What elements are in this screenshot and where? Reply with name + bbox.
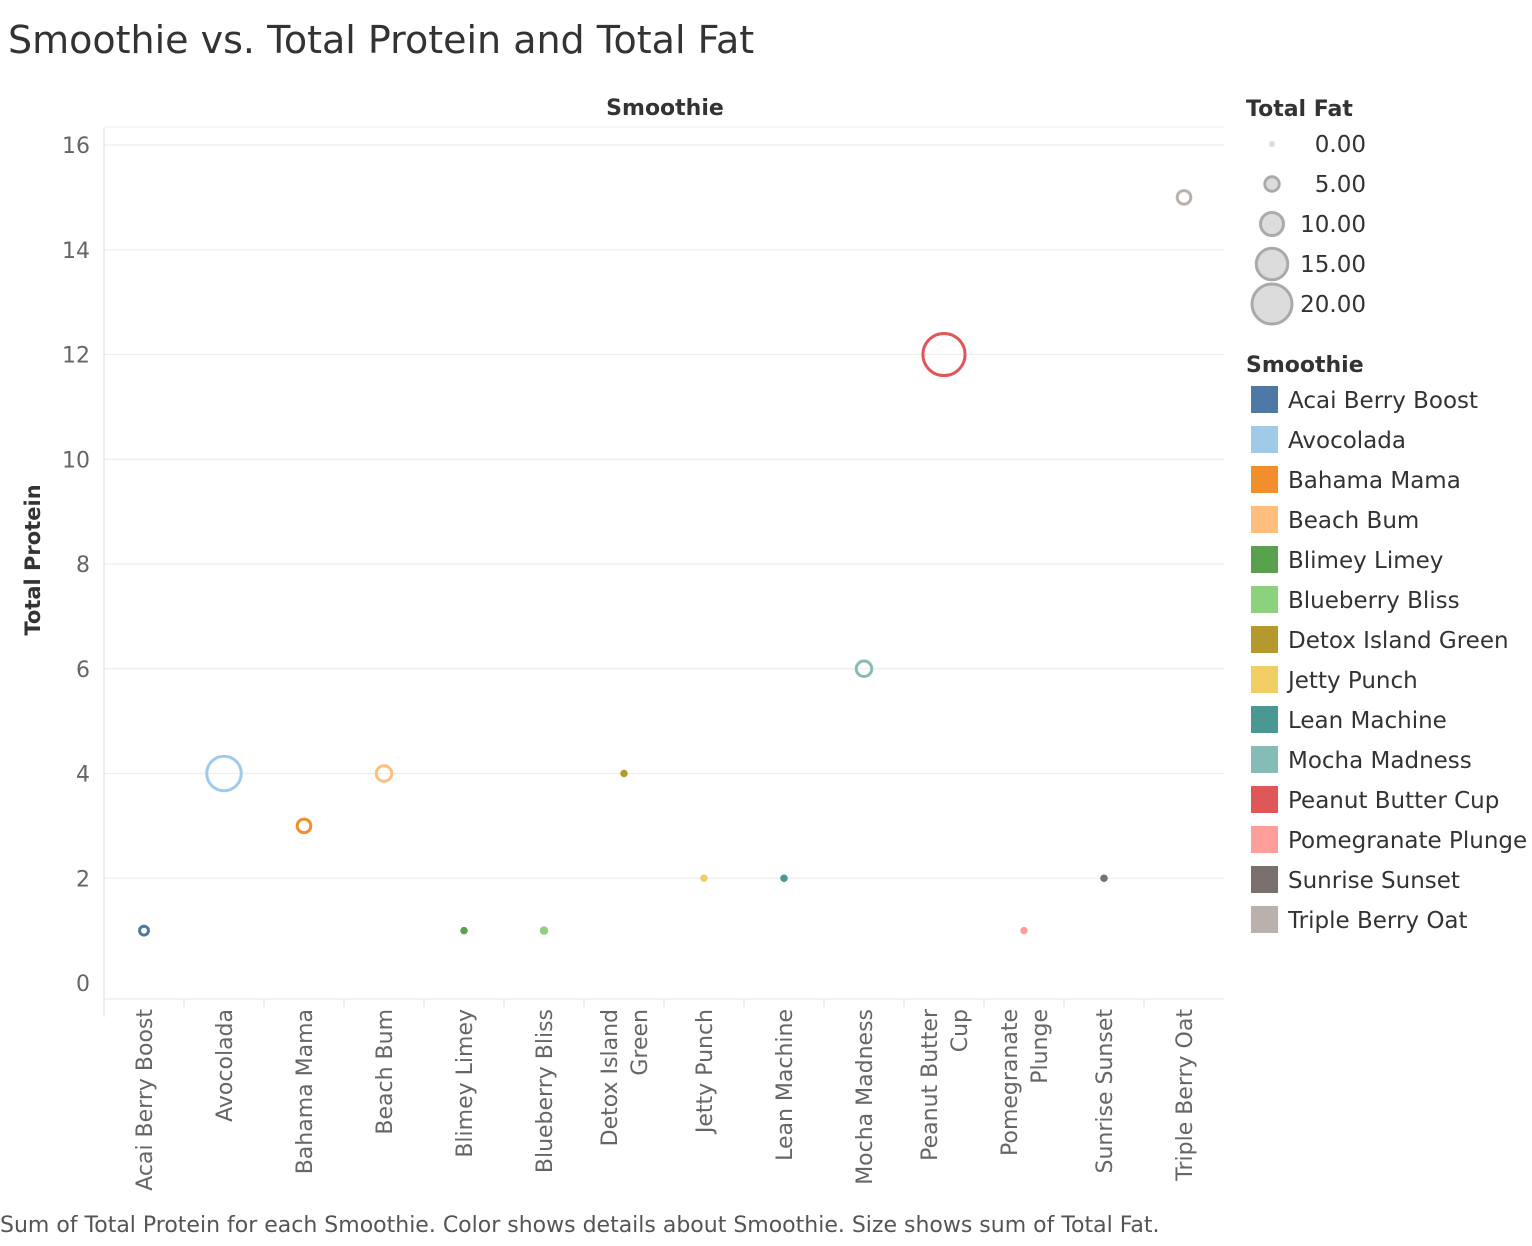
data-point [138,924,150,937]
data-point [854,659,874,678]
color-legend-swatch [1251,826,1278,853]
size-legend-label: 5.00 [1315,172,1366,198]
data-point [205,754,243,793]
color-legend-swatch [1251,426,1278,453]
y-tick-label: 2 [76,867,90,892]
color-legend-swatch [1251,546,1278,573]
gridlines [104,144,1224,879]
color-legend-label: Blimey Limey [1288,548,1443,574]
color-legend-label: Peanut Butter Cup [1288,788,1499,814]
y-tick-label: 16 [62,134,90,159]
x-category-label: Cup [948,1009,973,1052]
data-point [374,764,394,783]
color-legend-swatch [1251,626,1278,653]
color-legend-label: Lean Machine [1288,708,1447,734]
size-legend-label: 10.00 [1300,212,1366,238]
x-category-label: Acai Berry Boost [133,1009,158,1191]
size-legend-label: 0.00 [1315,132,1366,158]
data-point [1175,189,1193,206]
x-category-label: Green [628,1009,653,1076]
color-legend-label: Detox Island Green [1288,628,1509,654]
size-legend-title: Total Fat [1246,97,1353,122]
color-legend-title: Smoothie [1246,353,1364,378]
chart-caption: Sum of Total Protein for each Smoothie. … [0,1213,1160,1238]
size-legend-circle [1259,211,1285,237]
color-legend-label: Beach Bum [1288,508,1419,534]
color-legend-swatch [1251,746,1278,773]
x-category-label: Sunrise Sunset [1093,1009,1118,1174]
x-category-label: Peanut Butter [918,1008,943,1161]
color-legend-swatch [1251,706,1278,733]
data-marks [138,189,1193,937]
data-point [1020,926,1028,935]
color-legend-label: Jetty Punch [1286,668,1418,694]
color-legend-label: Mocha Madness [1288,748,1472,774]
color-legend-swatch [1251,866,1278,893]
color-legend-label: Blueberry Bliss [1288,588,1460,614]
y-tick-label: 6 [76,658,90,683]
y-tick-label: 4 [76,763,90,788]
data-point [700,874,708,882]
data-point [460,926,468,935]
y-axis-title: Total Protein [21,484,45,635]
color-legend-swatch [1251,386,1278,413]
color-legend-swatch [1251,586,1278,613]
color-legend-swatch [1251,506,1278,533]
column-header: Smoothie [606,96,724,121]
x-category-label: Plunge [1028,1009,1053,1084]
data-point [295,817,313,835]
legends: 0.00 5.00 10.00 15.00 20.00 Acai Berry Boost A… [1250,132,1527,934]
size-legend-label: 15.00 [1300,252,1366,278]
color-legend-swatch [1251,466,1278,493]
x-category-label: Blueberry Bliss [533,1009,558,1173]
y-tick-label: 0 [76,972,90,997]
x-category-label: Jetty Punch [693,1009,718,1135]
x-category-label: Beach Bum [373,1009,398,1135]
data-point [539,926,549,935]
color-legend-swatch [1251,906,1278,933]
color-legend-label: Pomegranate Plunge [1288,828,1527,854]
data-point [780,874,788,882]
x-category-label: Triple Berry Oat [1173,1009,1198,1182]
x-category-label: Bahama Mama [293,1009,318,1174]
x-category-label: Pomegranate [998,1009,1023,1156]
color-legend-label: Triple Berry Oat [1287,908,1468,934]
data-point [1100,874,1108,882]
x-category-label: Avocolada [213,1009,238,1122]
color-legend-label: Sunrise Sunset [1288,868,1460,894]
data-point [921,331,967,378]
x-category-label: Mocha Madness [853,1009,878,1185]
x-category-label: Blimey Limey [453,1009,478,1158]
size-legend-circle [1263,175,1281,193]
color-legend-label: Acai Berry Boost [1288,388,1478,414]
color-legend-swatch [1251,786,1278,813]
size-legend-circle [1250,282,1294,326]
color-legend-swatch [1251,666,1278,693]
y-tick-label: 10 [62,448,90,473]
size-legend-circle [1254,246,1290,282]
y-axis: 0 2 4 6 8 10 12 14 16 [62,134,90,997]
data-point [620,769,628,778]
x-axis-categories: Acai Berry Boost Avocolada Bahama Mama Beac… [133,1008,1198,1191]
plot-frame [103,126,1224,1017]
x-category-label: Detox Island [598,1009,623,1146]
color-legend-label: Bahama Mama [1288,468,1461,494]
y-tick-label: 12 [62,344,90,369]
size-legend-circle [1269,141,1275,147]
color-legend-label: Avocolada [1288,428,1406,454]
x-category-label: Lean Machine [773,1009,798,1161]
y-tick-label: 14 [62,239,90,264]
y-tick-label: 8 [76,553,90,578]
chart-title: Smoothie vs. Total Protein and Total Fat [8,18,755,62]
size-legend-label: 20.00 [1300,292,1366,318]
